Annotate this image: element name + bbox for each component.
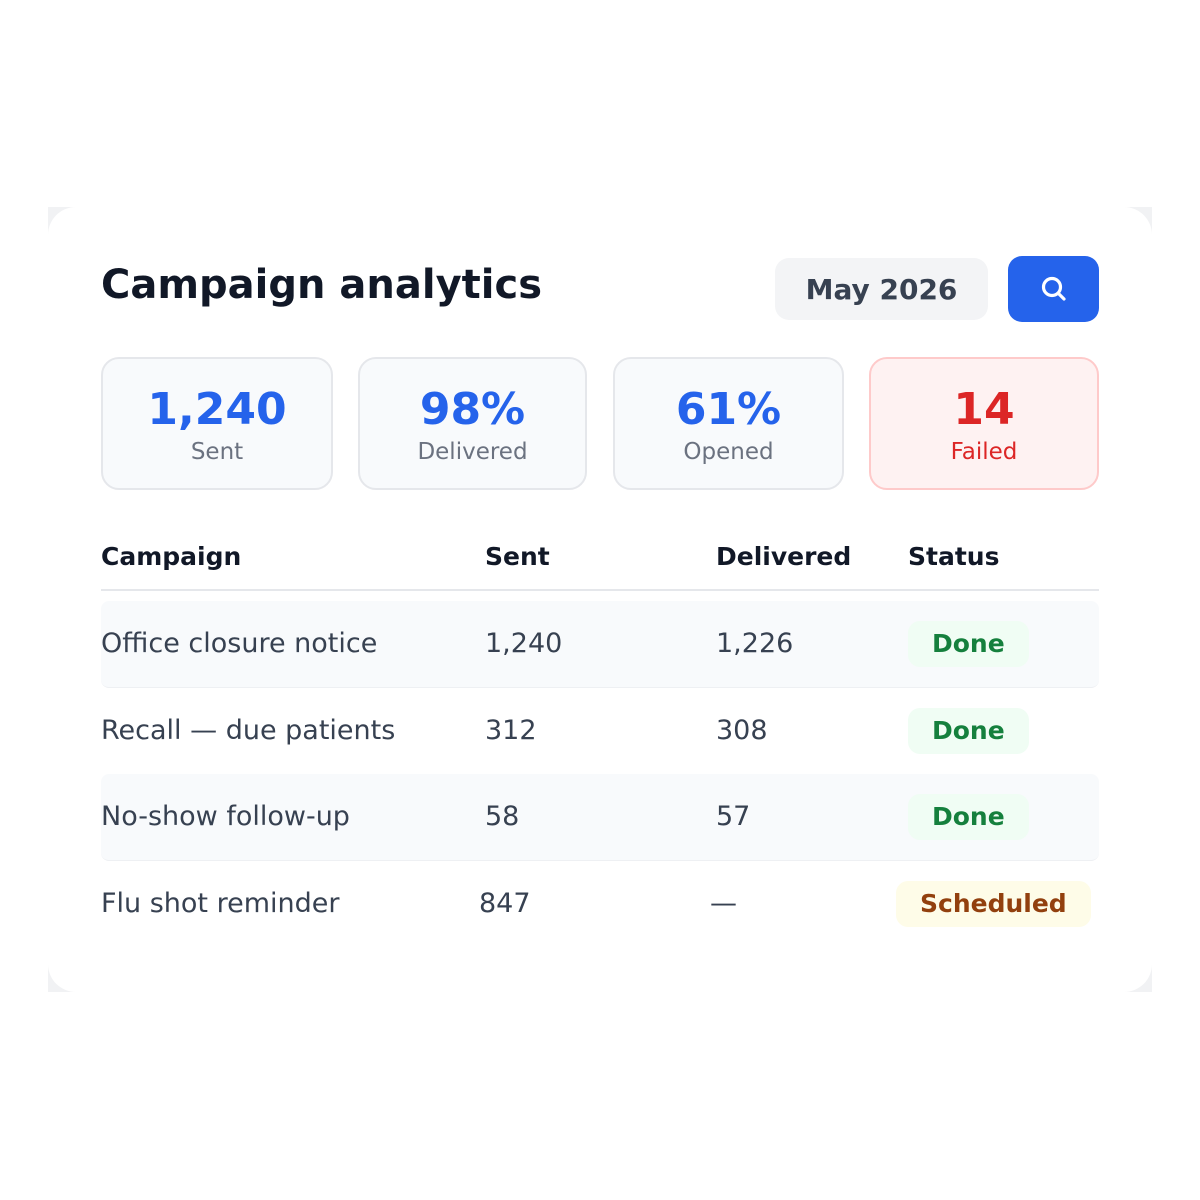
column-header: Sent [485,542,550,571]
table-row: Flu shot reminder 847 — Scheduled [101,861,1099,947]
frame: Campaign analytics May 2026 1,240 Sent 98%… [48,207,1152,992]
stat-label: Opened [683,439,774,465]
search-button[interactable] [1008,256,1099,322]
stat-value: 98% [419,384,526,435]
table-cell: Recall — due patients [101,714,396,746]
stat-label: Sent [190,439,244,465]
table-cell: 1,226 [716,628,794,659]
stat-card: 98% Delivered [358,357,587,490]
stat-value: 61% [675,384,782,435]
stat-label: Delivered [417,439,528,465]
stat-card: 1,240 Sent [101,357,333,490]
table-cell: 1,240 [485,628,563,659]
table-cell: 308 [716,714,768,746]
stat-card: 14 Failed [869,357,1099,490]
table-cell: 847 [479,887,531,919]
table-cell: Office closure notice [101,628,378,659]
table-cell: 58 [485,801,520,832]
card: Campaign analytics May 2026 1,240 Sent 98%… [48,207,1152,992]
table-row: Office closure notice 1,240 1,226 Done [101,601,1099,688]
status-badge: Done [908,794,1029,840]
stat-value: 1,240 [147,384,287,435]
table-cell: Flu shot reminder [101,887,340,919]
table-cell: 57 [716,801,751,832]
status-badge: Scheduled [896,880,1091,927]
status-badge: Done [908,621,1029,667]
column-header: Delivered [716,542,852,571]
search-icon [1041,276,1066,301]
stat-label: Failed [950,439,1018,465]
header-divider [101,589,1099,591]
table-row: Recall — due patients 312 308 Done [101,688,1099,774]
table-cell: 312 [485,714,537,746]
table-cell: — [710,887,737,919]
status-badge: Done [908,707,1029,754]
stat-value: 14 [953,384,1015,435]
column-header: Campaign [101,542,242,571]
title: Campaign analytics [101,262,542,308]
table-row: No-show follow-up 58 57 Done [101,774,1099,861]
stat-card: 61% Opened [613,357,844,490]
column-header: Status [908,542,1000,571]
table-cell: No-show follow-up [101,801,350,832]
date-picker[interactable]: May 2026 [775,258,988,320]
